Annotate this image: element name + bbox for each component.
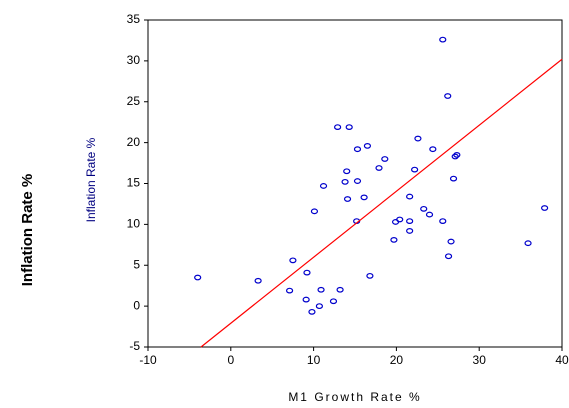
point [353, 178, 362, 184]
point [317, 286, 325, 293]
x-tick-label: 40 [555, 353, 569, 367]
point [319, 183, 328, 189]
point [406, 193, 414, 200]
point [343, 196, 352, 202]
point [285, 287, 294, 294]
point [406, 218, 414, 225]
point [447, 238, 455, 245]
point [439, 218, 447, 225]
y-tick-label: 5 [133, 257, 140, 271]
point [406, 228, 414, 234]
y-tick-label: 10 [127, 217, 141, 231]
y-tick-label: -5 [129, 339, 140, 353]
point [453, 151, 461, 158]
point [444, 93, 452, 99]
y-tick-label: 0 [133, 298, 140, 312]
point [420, 205, 428, 212]
point [390, 237, 398, 243]
point [449, 175, 458, 182]
point [308, 308, 316, 315]
point [439, 36, 447, 43]
point [381, 156, 389, 162]
point [343, 168, 351, 175]
point [396, 216, 404, 223]
point [289, 257, 297, 264]
x-tick-label: 20 [390, 353, 404, 367]
x-tick-label: 10 [307, 353, 321, 367]
y-tick-label: 15 [127, 176, 141, 190]
point [425, 211, 434, 218]
point [541, 205, 549, 211]
point [360, 194, 368, 201]
x-tick-label: 30 [473, 353, 487, 367]
point [524, 240, 532, 247]
point [375, 165, 383, 171]
y-axis-label: Inflation Rate % [84, 137, 98, 222]
plot-frame [147, 19, 563, 348]
x-tick-label: 0 [227, 353, 234, 367]
point [429, 146, 437, 153]
point [315, 303, 323, 310]
point [363, 142, 372, 149]
point [303, 269, 311, 276]
point [414, 135, 422, 142]
point [341, 178, 349, 185]
y-axis-outer-label: Inflation Rate % [19, 174, 36, 287]
point [334, 124, 342, 130]
y-tick-label: 25 [127, 94, 141, 108]
point [310, 208, 319, 215]
x-tick-label: -10 [139, 353, 157, 367]
point [302, 296, 310, 303]
point [329, 298, 338, 305]
y-tick-label: 30 [127, 53, 141, 67]
point [366, 272, 374, 279]
point [353, 146, 362, 153]
point [254, 277, 262, 284]
y-tick-label: 20 [127, 135, 141, 149]
point [345, 124, 353, 130]
point [411, 166, 419, 173]
fit-line [200, 58, 563, 348]
x-axis-label: M1 Growth Rate % [288, 390, 421, 404]
y-tick-label: 35 [127, 12, 141, 26]
point [444, 253, 453, 260]
point [194, 274, 202, 281]
point [336, 286, 344, 293]
